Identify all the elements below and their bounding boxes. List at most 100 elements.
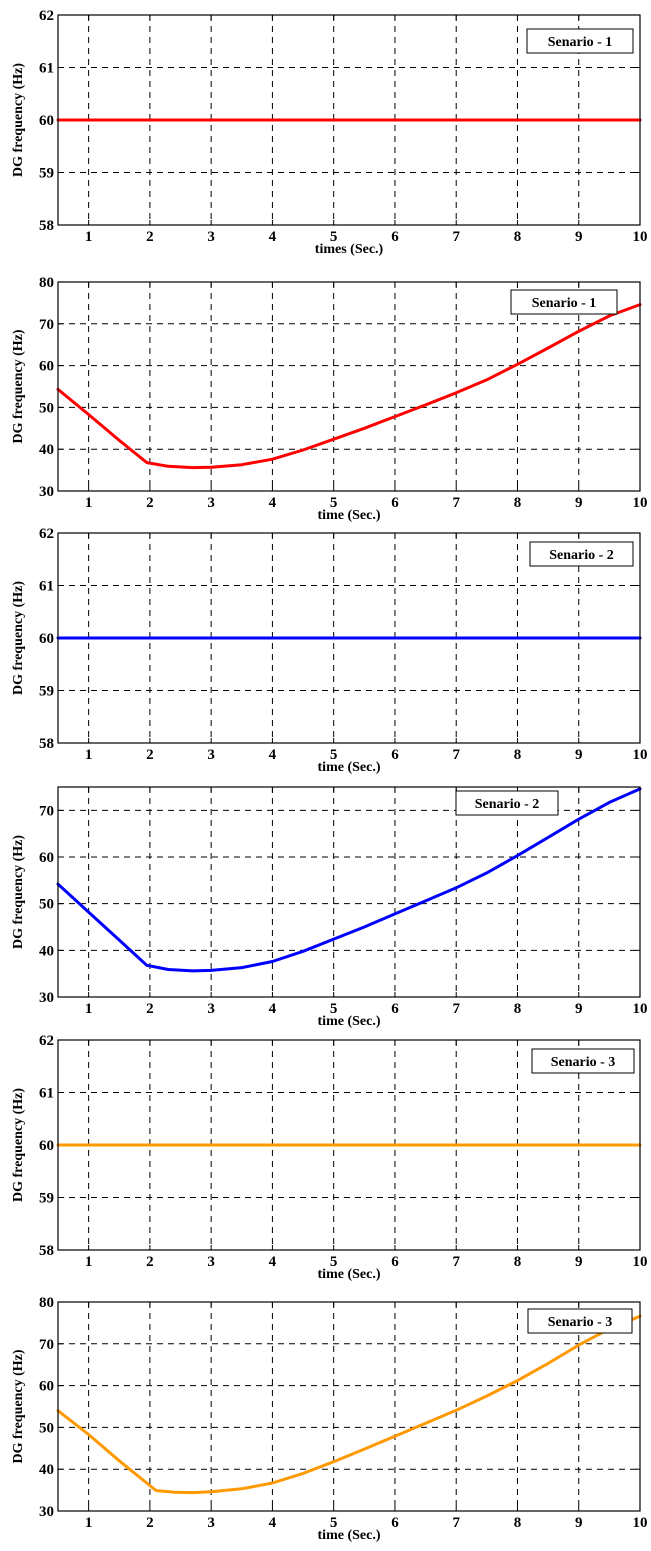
- x-tick-label: 6: [391, 1515, 399, 1531]
- x-tick-label: 5: [330, 1001, 338, 1017]
- series-line-1: [56, 787, 642, 973]
- y-axis-label: DG frequency (Hz): [11, 63, 26, 177]
- y-tick-label: 59: [39, 684, 54, 700]
- plot-area: [58, 787, 640, 997]
- x-tick-label: 2: [146, 495, 154, 511]
- x-tick-label: 4: [269, 1001, 277, 1017]
- x-tick-label: 10: [633, 1001, 648, 1017]
- y-tick-label: 60: [39, 113, 54, 129]
- y-tick-label: 80: [39, 1295, 54, 1311]
- y-tick-label: 58: [39, 736, 54, 752]
- x-tick-label: 4: [269, 747, 277, 763]
- x-tick-label: 8: [514, 1515, 522, 1531]
- x-tick-label: 2: [146, 747, 154, 763]
- x-tick-label: 6: [391, 229, 399, 245]
- y-tick-label: 58: [39, 1243, 54, 1259]
- axes-frame: [57, 532, 641, 744]
- x-axis-label: time (Sec.): [318, 508, 381, 523]
- x-tick-label: 7: [452, 747, 460, 763]
- y-tick-label: 59: [39, 166, 54, 182]
- legend-box: [526, 28, 634, 54]
- axes-frame: [57, 14, 641, 226]
- x-axis-label: time (Sec.): [318, 1267, 381, 1282]
- x-tick-label: 3: [207, 495, 215, 511]
- y-tick-label: 60: [39, 631, 54, 647]
- x-tick-label: 9: [575, 1515, 583, 1531]
- y-tick-label: 62: [39, 1033, 54, 1049]
- x-tick-label: 4: [269, 229, 277, 245]
- x-tick-label: 1: [85, 1001, 93, 1017]
- y-tick-label: 60: [39, 1379, 54, 1395]
- y-tick-label: 59: [39, 1191, 54, 1207]
- y-tick-label: 58: [39, 218, 54, 234]
- y-tick-label: 62: [39, 8, 54, 24]
- series-line-1: [56, 303, 642, 470]
- legend-box: [531, 1048, 635, 1074]
- legend-box: [527, 1308, 633, 1334]
- x-tick-label: 3: [207, 229, 215, 245]
- x-tick-label: 1: [85, 747, 93, 763]
- legend-box: [455, 790, 559, 816]
- series-line-1: [56, 1314, 642, 1495]
- legend-label: Senario - 3: [548, 1315, 613, 1330]
- x-tick-label: 8: [514, 229, 522, 245]
- x-axis-label: times (Sec.): [315, 242, 384, 257]
- x-tick-label: 1: [85, 1254, 93, 1270]
- x-tick-label: 9: [575, 495, 583, 511]
- y-tick-label: 30: [39, 990, 54, 1006]
- legend-label: Senario - 1: [548, 35, 613, 50]
- y-tick-label: 70: [39, 1337, 54, 1353]
- x-tick-label: 6: [391, 1254, 399, 1270]
- y-tick-label: 40: [39, 1462, 54, 1478]
- x-tick-label: 2: [146, 1001, 154, 1017]
- y-tick-label: 40: [39, 442, 54, 458]
- x-tick-label: 5: [330, 495, 338, 511]
- legend-label: Senario - 1: [532, 296, 597, 311]
- chart-panel-1: 1 2 3 4 5 6 7 8 9 10 58 59 60 61 62 times (Sec.) DG freq…: [11, 8, 648, 257]
- y-tick-label: 60: [39, 1138, 54, 1154]
- x-tick-label: 4: [269, 495, 277, 511]
- x-tick-label: 9: [575, 229, 583, 245]
- chart-panel-4: 1 2 3 4 5 6 7 8 9 10 30 40 50 60 70 time (Sec.) DG frequ…: [11, 786, 648, 1029]
- legend-label: Senario - 2: [549, 548, 614, 563]
- y-tick-label: 70: [39, 803, 54, 819]
- y-tick-label: 50: [39, 1420, 54, 1436]
- x-tick-label: 2: [146, 1254, 154, 1270]
- plot-area: [58, 282, 640, 491]
- x-tick-label: 9: [575, 747, 583, 763]
- x-tick-label: 10: [633, 747, 648, 763]
- x-tick-label: 1: [85, 229, 93, 245]
- y-axis-label: DG frequency (Hz): [11, 835, 26, 949]
- y-tick-label: 61: [39, 1086, 54, 1102]
- x-tick-label: 1: [85, 495, 93, 511]
- axes-frame: [57, 1039, 641, 1251]
- x-axis-label: time (Sec.): [318, 760, 381, 775]
- x-axis-label: time (Sec.): [318, 1528, 381, 1543]
- y-tick-label: 80: [39, 275, 54, 291]
- x-tick-label: 2: [146, 229, 154, 245]
- x-tick-label: 3: [207, 1254, 215, 1270]
- chart-panel-6: 1 2 3 4 5 6 7 8 9 10 30 40 50 60 70 80 time (Sec.) DG fre…: [11, 1295, 648, 1543]
- x-tick-label: 9: [575, 1001, 583, 1017]
- x-tick-label: 5: [330, 1254, 338, 1270]
- x-tick-label: 1: [85, 1515, 93, 1531]
- y-axis-label: DG frequency (Hz): [11, 581, 26, 695]
- y-tick-label: 50: [39, 897, 54, 913]
- y-tick-label: 30: [39, 484, 54, 500]
- x-tick-label: 4: [269, 1515, 277, 1531]
- x-tick-label: 8: [514, 1001, 522, 1017]
- x-tick-label: 9: [575, 1254, 583, 1270]
- x-tick-label: 8: [514, 747, 522, 763]
- x-axis-label: time (Sec.): [318, 1014, 381, 1029]
- y-axis-label: DG frequency (Hz): [11, 1088, 26, 1202]
- y-axis-label: DG frequency (Hz): [11, 1349, 26, 1463]
- legend-box: [529, 541, 634, 567]
- x-tick-label: 7: [452, 229, 460, 245]
- chart-panel-5: 1 2 3 4 5 6 7 8 9 10 58 59 60 61 62 time (Sec.) DG frequ…: [11, 1033, 648, 1282]
- y-tick-label: 50: [39, 400, 54, 416]
- x-tick-label: 5: [330, 1515, 338, 1531]
- legend-label: Senario - 3: [551, 1055, 616, 1070]
- axes-frame: [57, 1301, 641, 1512]
